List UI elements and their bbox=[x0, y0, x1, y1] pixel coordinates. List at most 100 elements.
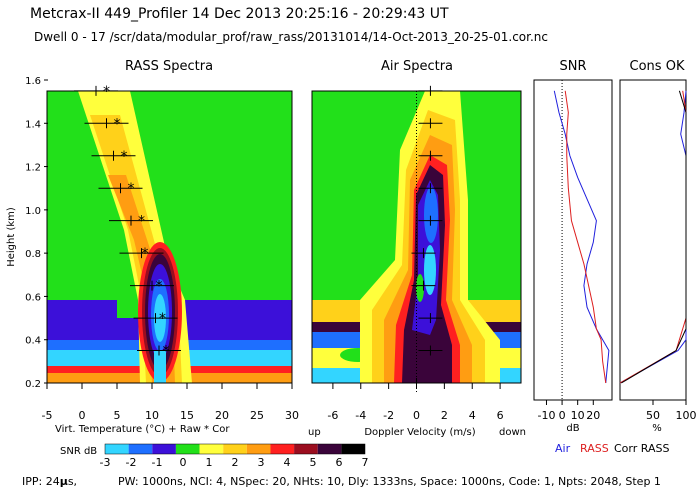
snr-series-line bbox=[564, 90, 607, 384]
colorbar-label: SNR dB bbox=[60, 446, 97, 457]
rass-x-tick-label: 20 bbox=[215, 409, 229, 422]
footer-params: PW: 1000ns, NCI: 4, NSpec: 20, NHts: 10,… bbox=[118, 475, 661, 488]
rass-cor-point: * bbox=[138, 214, 145, 230]
rass-cor-point: * bbox=[142, 246, 149, 262]
footer-mu: μ bbox=[60, 475, 68, 488]
title-line-2: Dwell 0 - 17 /scr/data/modular_prof/raw_… bbox=[34, 30, 548, 44]
rass-x-tick-label: 25 bbox=[250, 409, 264, 422]
rass-x-tick-label: -5 bbox=[42, 409, 53, 422]
snr-x-tick-label: 10 bbox=[571, 409, 585, 422]
y-axis-label: Height (km) bbox=[6, 207, 17, 267]
air-x-label-up: up bbox=[308, 427, 321, 438]
y-tick-label: 0.2 bbox=[25, 379, 41, 390]
colorbar-frame bbox=[104, 443, 366, 455]
colorbar-swatch bbox=[294, 444, 318, 454]
rass-cor-point: * bbox=[159, 311, 166, 327]
air-x-tick-label: -6 bbox=[327, 409, 338, 422]
snr-x-axis-label: dB bbox=[566, 423, 579, 434]
colorbar-tick-label: 2 bbox=[232, 456, 239, 469]
snr-x-tick-label: -10 bbox=[537, 409, 555, 422]
footer-ipp-label: IPP: 24 bbox=[22, 475, 60, 488]
rass-x-axis: -5 0 5 10 15 20 25 30 bbox=[42, 383, 299, 422]
colorbar-swatch bbox=[223, 444, 247, 454]
title-line-1: Metcrax-II 449_Profiler 14 Dec 2013 20:2… bbox=[30, 6, 449, 22]
colorbar-swatch bbox=[175, 444, 200, 454]
colorbar-tick-label: -2 bbox=[126, 456, 137, 469]
air-x-tick-label: 4 bbox=[469, 409, 476, 422]
y-tick-label: 1.6 bbox=[25, 76, 41, 87]
air-x-axis: -6 -4 -2 0 2 4 6 bbox=[327, 383, 504, 422]
colorbar-tick-label: -1 bbox=[152, 456, 163, 469]
legend-corr-rass: Corr RASS bbox=[614, 442, 669, 455]
colorbar-tick-label: 7 bbox=[362, 456, 369, 469]
colorbar-swatch bbox=[317, 444, 342, 454]
air-panel bbox=[311, 85, 522, 392]
snr-series-line bbox=[553, 90, 610, 384]
cons-series-line bbox=[621, 90, 687, 384]
snr-frame bbox=[533, 79, 613, 401]
rass-x-tick-label: 10 bbox=[145, 409, 159, 422]
air-x-tick-label: -4 bbox=[355, 409, 366, 422]
colorbar-swatch bbox=[152, 444, 176, 454]
rass-frame bbox=[46, 90, 293, 384]
colorbar: -3 -2 -1 0 1 2 3 4 5 6 7 bbox=[100, 443, 369, 469]
cons-panel bbox=[619, 79, 687, 401]
air-contours bbox=[312, 91, 521, 383]
snr-title: SNR bbox=[559, 59, 586, 74]
rass-x-tick-label: 30 bbox=[285, 409, 299, 422]
rass-x-tick-label: 15 bbox=[180, 409, 194, 422]
air-x-tick-label: 2 bbox=[441, 409, 448, 422]
rass-contours bbox=[47, 91, 292, 383]
cons-lines bbox=[619, 90, 687, 384]
air-title: Air Spectra bbox=[381, 59, 453, 74]
rass-band-purple-left bbox=[47, 300, 117, 322]
rass-cor-point: * bbox=[121, 149, 128, 165]
rass-x-axis-label: Virt. Temperature (°C) + Raw * Cor bbox=[55, 424, 230, 435]
snr-lines bbox=[553, 90, 610, 384]
rass-cor-point: * bbox=[114, 116, 121, 132]
colorbar-swatch bbox=[105, 444, 129, 454]
colorbar-tick-label: 0 bbox=[180, 456, 187, 469]
snr-x-tick-label: 20 bbox=[586, 409, 600, 422]
rass-profile-points: ********* bbox=[74, 84, 181, 360]
colorbar-swatch bbox=[128, 444, 153, 454]
snr-x-tick-label: 0 bbox=[559, 409, 566, 422]
y-tick-label: 1.0 bbox=[25, 206, 41, 217]
colorbar-tick-label: 5 bbox=[310, 456, 317, 469]
rass-cor-point: * bbox=[128, 181, 135, 197]
air-x-tick-label: 6 bbox=[497, 409, 504, 422]
footer-ipp-unit: s, bbox=[68, 475, 77, 488]
footer-ipp: IPP: 24μs, bbox=[22, 475, 77, 488]
rass-cor-point: * bbox=[163, 344, 170, 360]
air-core-green bbox=[416, 274, 424, 302]
y-tick-label: 1.4 bbox=[25, 119, 41, 130]
colorbar-tick-label: 4 bbox=[284, 456, 291, 469]
y-tick-label: 1.2 bbox=[25, 163, 41, 174]
colorbar-tick-label: -3 bbox=[100, 456, 111, 469]
air-x-tick-label: 0 bbox=[413, 409, 420, 422]
colorbar-swatch bbox=[270, 444, 295, 454]
air-core-cyan bbox=[424, 245, 436, 295]
colorbar-swatch bbox=[341, 444, 365, 454]
y-tick-label: 0.6 bbox=[25, 292, 41, 303]
cons-x-tick-label: 50 bbox=[646, 409, 660, 422]
rass-title: RASS Spectra bbox=[125, 59, 213, 74]
y-axis: 0.2 0.4 0.6 0.8 1.0 1.2 1.4 1.6 bbox=[25, 76, 48, 390]
legend-air: Air bbox=[555, 442, 571, 455]
rass-x-tick-label: 0 bbox=[79, 409, 86, 422]
rass-cor-point: * bbox=[156, 279, 163, 295]
cons-x-axis-label: % bbox=[652, 423, 662, 434]
rass-panel: ********* bbox=[46, 84, 293, 384]
air-profile-points bbox=[404, 85, 443, 388]
cons-x-tick-label: 100 bbox=[676, 409, 697, 422]
legend-rass: RASS bbox=[580, 442, 609, 455]
rass-stem-cyan bbox=[154, 350, 166, 383]
cons-x-axis: 50 100 bbox=[646, 400, 697, 422]
cons-title: Cons OK bbox=[630, 59, 685, 74]
colorbar-swatch bbox=[246, 444, 271, 454]
air-x-axis-label: Doppler Velocity (m/s) bbox=[364, 427, 475, 438]
colorbar-swatch bbox=[199, 444, 224, 454]
snr-panel bbox=[533, 79, 613, 401]
air-core-blue bbox=[424, 187, 438, 243]
